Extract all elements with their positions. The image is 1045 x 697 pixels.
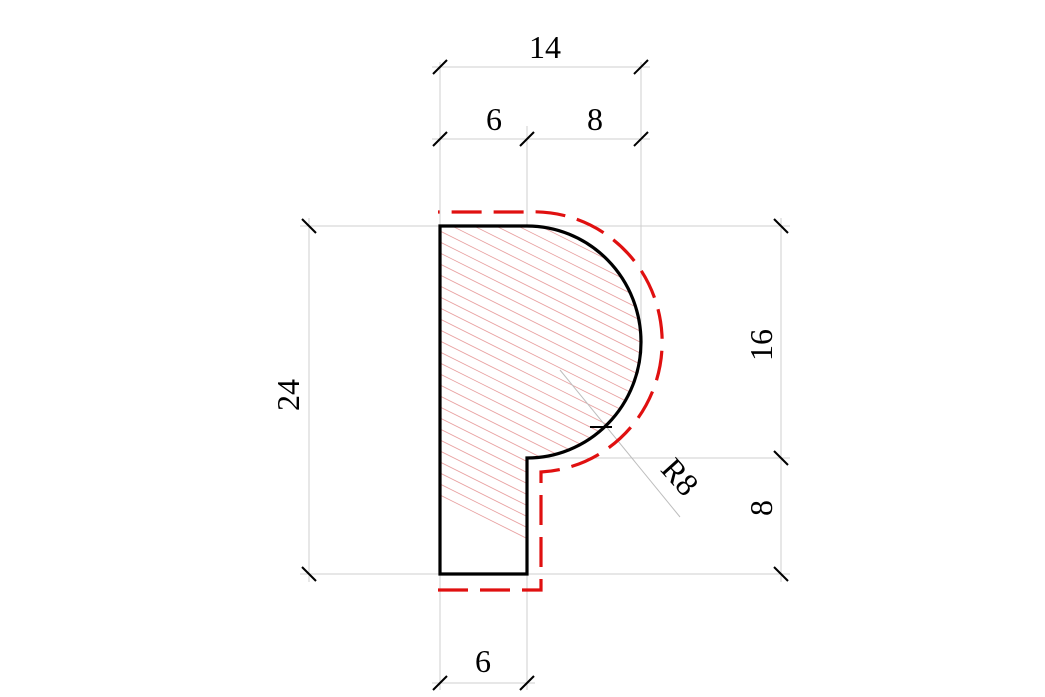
hatch-line: [440, 226, 641, 574]
hatch-line: [443, 226, 641, 574]
hatch-line: [440, 226, 641, 574]
dimension-ticks: [301, 59, 789, 691]
dim-lower-height: 8: [743, 500, 779, 516]
hatch-line: [440, 226, 641, 574]
hatch-line: [440, 226, 641, 574]
hatch-line: [440, 226, 641, 574]
section-hatch: [440, 200, 1045, 600]
hatch-line: [440, 226, 641, 574]
hatch-line: [465, 226, 641, 574]
dim-right-width: 8: [587, 101, 603, 137]
dim-bottom-width: 6: [475, 643, 491, 679]
hatch-line: [686, 200, 1045, 600]
hatch-line: [440, 226, 641, 574]
hatch-line: [440, 226, 641, 574]
hatch-line: [553, 226, 641, 574]
hatch-line: [642, 200, 1045, 600]
hatch-line: [440, 226, 641, 574]
hatch-line: [440, 226, 641, 574]
dim-overall-width: 14: [529, 29, 561, 65]
hatch-line: [597, 226, 641, 574]
dim-total-height: 24: [270, 379, 306, 411]
section-profile: [438, 224, 643, 576]
hatch-line: [440, 226, 641, 574]
dimension-lines: [308, 66, 782, 684]
hatch-line: [440, 226, 641, 574]
hatch-line: [440, 226, 641, 574]
hatch-line: [664, 200, 1045, 600]
hatch-line: [440, 226, 641, 574]
hatch-line: [440, 226, 641, 574]
hatch-line: [619, 226, 641, 574]
extension-lines: [300, 62, 790, 690]
hatch-line: [487, 226, 641, 574]
hatch-line: [509, 226, 641, 574]
hatch-line: [440, 226, 641, 574]
hatch-line: [440, 226, 641, 574]
hatch-line: [440, 226, 641, 574]
hatch-line: [440, 226, 641, 574]
dim-left-width: 6: [486, 101, 502, 137]
hatch-line: [575, 226, 641, 574]
dim-upper-height: 16: [743, 329, 779, 361]
radius-leader: [559, 369, 681, 518]
hatch-line: [440, 226, 641, 574]
hatch-line: [440, 226, 641, 574]
hatch-line: [440, 226, 641, 574]
hatch-line: [440, 226, 641, 574]
offset-outline: [438, 210, 664, 592]
hatch-line: [440, 226, 641, 574]
